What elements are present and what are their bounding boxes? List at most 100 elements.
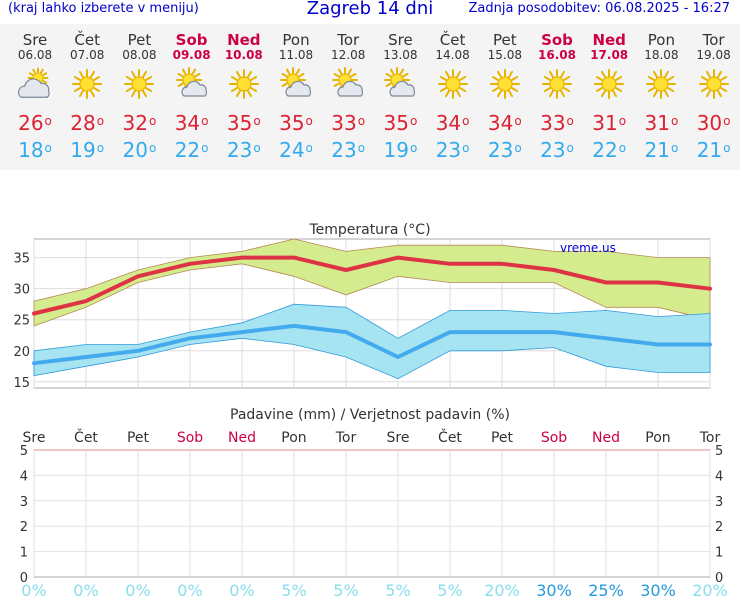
max-temperature: 33o — [540, 111, 574, 135]
max-temperature: 26o — [18, 111, 52, 135]
day-name: Pon — [282, 31, 310, 49]
min-temperature: 18o — [18, 138, 52, 162]
precipitation-probability-label: 5% — [385, 581, 410, 600]
max-temperature-line — [32, 255, 712, 316]
day-name: Sob — [541, 31, 573, 49]
sun-icon — [698, 69, 729, 99]
precipitation-day-label: Pon — [645, 430, 670, 446]
day-name: Ned — [592, 31, 626, 49]
precipitation-tick-label: 3 — [20, 495, 28, 510]
precipitation-tick-label-right: 4 — [715, 469, 723, 484]
forecast-day: Pon 18.08 31o 21o — [635, 24, 687, 163]
precipitation-probability-label: 0% — [177, 581, 202, 600]
day-date: 12.08 — [331, 48, 366, 62]
precipitation-tick-label: 4 — [20, 469, 28, 484]
min-temperature: 22o — [174, 138, 209, 162]
day-name: Čet — [439, 31, 466, 49]
day-name: Ned — [227, 31, 261, 49]
precipitation-day-label: Ned — [592, 430, 620, 446]
max-temperature: 35o — [226, 111, 261, 135]
day-date: 15.08 — [487, 48, 522, 62]
precipitation-day-label: Sre — [387, 430, 410, 446]
precipitation-tick-label: 2 — [20, 520, 28, 535]
min-temperature: 23o — [540, 138, 574, 162]
day-date: 19.08 — [696, 48, 731, 62]
forecast-day: Ned 10.08 35o 23o — [218, 24, 270, 163]
precipitation-day-label: Tor — [699, 430, 721, 446]
precipitation-day-label: Čet — [438, 428, 462, 446]
sun-icon — [489, 69, 520, 99]
min-temperature: 21o — [696, 138, 731, 162]
max-temperature: 33o — [331, 111, 366, 135]
max-temperature: 35o — [383, 111, 418, 135]
day-name: Tor — [337, 31, 360, 49]
precipitation-probability-label: 0% — [21, 581, 46, 600]
day-date: 11.08 — [278, 48, 314, 62]
precipitation-probability-label: 0% — [229, 581, 254, 600]
forecast-day: Sob 16.08 33o 23o — [531, 24, 583, 163]
forecast-day: Ned 17.08 31o 22o — [583, 24, 635, 163]
temperature-tick-label: 15 — [13, 376, 30, 391]
precipitation-tick-label-right: 3 — [715, 495, 723, 510]
forecast-day: Sre 13.08 35o 19o — [374, 24, 426, 163]
temperature-tick-label: 30 — [13, 283, 30, 298]
sun-behind-cloud-icon — [280, 67, 312, 97]
sun-icon — [228, 69, 259, 99]
location-hint: (kraj lahko izberete v meniju) — [8, 1, 199, 16]
precipitation-day-label: Ned — [228, 430, 256, 446]
max-temperature: 35o — [279, 111, 313, 135]
day-date: 17.08 — [590, 48, 629, 62]
precipitation-tick-label-right: 0 — [715, 571, 723, 586]
max-temperature: 31o — [592, 111, 627, 135]
precipitation-chart-title: Padavine (mm) / Verjetnost padavin (%) — [230, 407, 510, 423]
day-date: 09.08 — [172, 48, 211, 62]
sun-icon — [542, 69, 572, 99]
min-temperature-line — [32, 323, 712, 366]
day-date: 10.08 — [224, 48, 263, 62]
sun-icon — [594, 69, 625, 99]
sun-behind-cloud-icon — [175, 67, 207, 97]
max-temperature: 30o — [696, 111, 731, 135]
sun-icon — [437, 69, 468, 99]
precipitation-day-label: Čet — [74, 428, 98, 446]
forecast-charts: Temperatura (°C)1520253035vreme.usPadavi… — [13, 222, 727, 600]
forecast-day: Tor 12.08 33o 23o — [322, 24, 374, 163]
sun-icon — [72, 69, 103, 99]
forecast-day: Čet 14.08 34o 23o — [427, 24, 479, 163]
forecast-day: Pet 08.08 32o 20o — [113, 24, 165, 163]
precipitation-probability-label: 25% — [588, 581, 624, 600]
precipitation-plot-area — [33, 449, 711, 578]
day-name: Tor — [702, 31, 725, 49]
min-temperature: 23o — [435, 138, 470, 162]
precipitation-tick-label: 0 — [20, 571, 28, 586]
day-date: 08.08 — [122, 48, 157, 62]
day-name: Pet — [127, 31, 152, 49]
watermark: vreme.us — [560, 241, 616, 255]
precipitation-probability-label: 30% — [536, 581, 572, 600]
precipitation-probability-label: 5% — [281, 581, 306, 600]
partly-cloudy-icon — [18, 67, 50, 98]
last-updated: Zadnja posodobitev: 06.08.2025 - 16:27 — [468, 1, 730, 16]
min-temperature: 20o — [122, 138, 157, 162]
min-temperature: 23o — [226, 138, 261, 162]
daily-forecast-strip: Sre 06.08 26o 18o Čet 07.08 28o 19o Pet 08.08 32o 2… — [0, 24, 740, 170]
precipitation-day-label: Pet — [491, 430, 514, 446]
day-date: 14.08 — [435, 48, 470, 62]
temperature-tick-label: 20 — [13, 345, 30, 360]
day-date: 13.08 — [383, 48, 418, 62]
precipitation-probability-label: 0% — [73, 581, 98, 600]
day-name: Čet — [74, 31, 100, 49]
min-temperature: 21o — [644, 138, 679, 162]
precipitation-probability-label: 20% — [484, 581, 520, 600]
max-temperature: 32o — [122, 111, 157, 135]
day-name: Sob — [175, 31, 208, 49]
sun-icon — [646, 69, 677, 99]
precipitation-day-label: Sre — [23, 430, 46, 446]
min-temperature: 19o — [383, 138, 418, 162]
temperature-chart-title: Temperatura (°C) — [308, 222, 430, 238]
precipitation-tick-label: 1 — [20, 546, 28, 561]
max-temperature: 34o — [174, 111, 209, 135]
top-bar: (kraj lahko izberete v meniju) Zagreb 14… — [0, 0, 740, 22]
max-temperature: 28o — [70, 111, 105, 135]
min-temperature: 24o — [279, 138, 313, 162]
